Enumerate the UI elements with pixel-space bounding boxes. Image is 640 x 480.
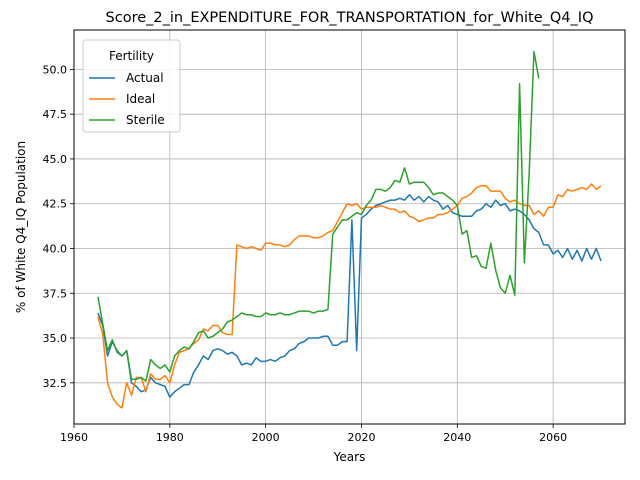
chart-title: Score_2_in_EXPENDITURE_FOR_TRANSPORTATIO… (106, 10, 594, 26)
y-tick-label: 35.0 (43, 332, 68, 345)
axes-frame (73, 29, 626, 425)
x-axis-label: Years (333, 450, 366, 464)
legend-label-ideal: Ideal (126, 92, 155, 106)
y-tick-label: 40.0 (43, 242, 68, 255)
y-tick-label: 37.5 (43, 287, 68, 300)
legend-entries: Actual Ideal Sterile (89, 71, 165, 127)
x-tick-label: 2040 (443, 431, 471, 444)
y-tick-label: 32.5 (43, 377, 68, 390)
y-tick-label: 50.0 (43, 63, 68, 76)
x-tick-label: 1980 (156, 431, 184, 444)
series-line-sterile (97, 50, 540, 382)
legend-box (82, 39, 181, 133)
legend: Fertility Actual Ideal Sterile (82, 39, 181, 133)
x-tick-label: 1960 (60, 431, 88, 444)
legend-label-sterile: Sterile (126, 113, 165, 127)
series-lines (97, 50, 602, 409)
x-tick-label: 2060 (539, 431, 567, 444)
legend-label-actual: Actual (126, 71, 164, 85)
y-tick-label: 47.5 (43, 108, 68, 121)
y-tick-label: 45.0 (43, 153, 68, 166)
legend-title: Fertility (109, 49, 154, 63)
y-tick-label: 42.5 (43, 198, 68, 211)
axis-ticks: 1960 1980 2000 2020 2040 2060 32.5 35.0 37.5 40.0… (43, 63, 568, 444)
x-tick-label: 2020 (347, 431, 375, 444)
x-tick-label: 2000 (252, 431, 280, 444)
y-axis-label: % of White Q4_IQ Population (14, 141, 28, 313)
